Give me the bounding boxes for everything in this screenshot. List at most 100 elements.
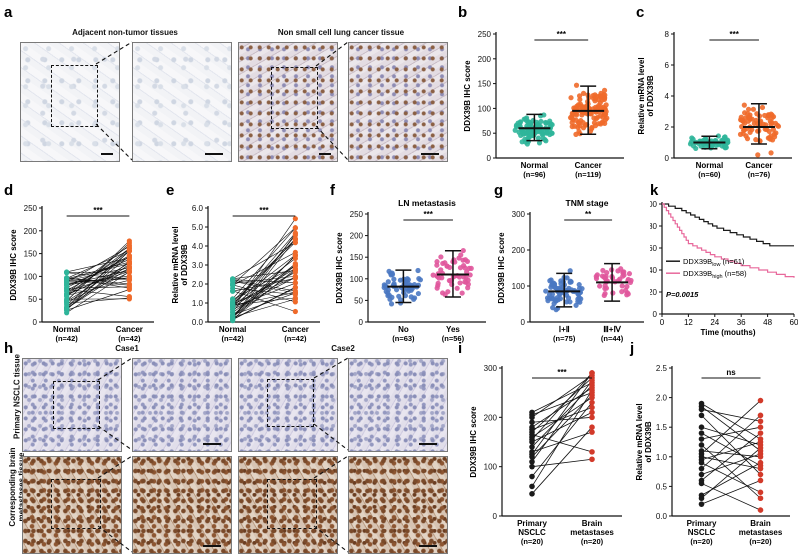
data-point: [567, 279, 573, 285]
pair-line: [531, 375, 593, 418]
pair-line: [701, 456, 761, 470]
data-point: [757, 436, 764, 442]
y-axis-title: Relative mRNA level: [635, 403, 644, 480]
significance-label: ns: [726, 368, 736, 377]
pair-line: [66, 279, 130, 286]
pair-line: [232, 278, 296, 292]
data-point: [548, 121, 554, 127]
data-point: [698, 501, 705, 507]
x-category-label: Brain: [582, 519, 603, 528]
data-point: [126, 286, 132, 293]
pair-line: [66, 263, 130, 309]
pair-line: [531, 372, 593, 440]
significance-label: ***: [557, 30, 567, 39]
y-tick-label: 0.0: [192, 318, 204, 327]
y-tick-label: 100: [24, 272, 38, 281]
data-point: [385, 293, 391, 299]
data-point: [549, 291, 556, 297]
pair-line: [531, 402, 593, 477]
significance-label: **: [585, 210, 592, 219]
data-point: [698, 471, 705, 478]
pair-line: [701, 426, 761, 440]
data-point: [391, 276, 397, 282]
data-point: [576, 93, 583, 99]
pair-line: [701, 444, 761, 499]
pair-line: [701, 415, 761, 469]
significance-label: ***: [93, 206, 103, 215]
data-point: [529, 409, 535, 416]
data-point: [567, 299, 573, 305]
scale-bar: [419, 443, 437, 445]
connector-line: [95, 123, 133, 161]
data-point: [230, 288, 236, 294]
data-point: [557, 296, 564, 302]
data-point: [698, 465, 705, 472]
data-point: [610, 290, 616, 296]
y-axis-title: Relative mRNA level: [637, 57, 646, 134]
y-tick-label: 100: [650, 200, 658, 209]
connector-line: [95, 41, 133, 65]
pair-line: [232, 270, 296, 280]
x-category-label: Cancer: [575, 161, 602, 170]
data-point: [619, 283, 625, 289]
data-point: [740, 118, 746, 124]
x-category-label: Normal: [696, 161, 724, 170]
data-point: [601, 87, 608, 93]
data-point: [767, 136, 773, 142]
data-point: [626, 271, 633, 277]
data-point: [529, 449, 535, 455]
caption-case2: Case2: [331, 344, 355, 353]
x-axis-title: Time (mouths): [701, 328, 756, 337]
pair-line: [701, 462, 761, 493]
data-point: [465, 285, 471, 291]
y-tick-label: 0: [493, 512, 498, 521]
data-point: [573, 117, 579, 123]
pair-line: [232, 252, 296, 286]
x-category-n: (n=42): [284, 334, 307, 343]
x-category-label: Brain: [750, 519, 771, 528]
pair-line: [531, 394, 593, 458]
data-point: [292, 285, 298, 291]
data-point: [529, 483, 535, 490]
y-tick-label: 200: [24, 227, 38, 236]
y-tick-label: 0: [487, 154, 492, 163]
x-category-label: No: [398, 325, 409, 334]
data-point: [702, 135, 709, 142]
data-point: [442, 260, 448, 266]
x-category-label: Normal: [53, 325, 81, 334]
connector-line: [313, 357, 349, 379]
significance-label: ***: [424, 210, 434, 219]
data-point: [698, 492, 705, 499]
x-category-n: (n=56): [442, 334, 465, 343]
y-tick-label: 1.5: [656, 423, 668, 432]
data-point: [589, 424, 595, 430]
data-point: [386, 268, 392, 274]
y-tick-label: 200: [512, 246, 526, 255]
pair-line: [531, 389, 593, 487]
pair-line: [531, 377, 593, 433]
scale-bar: [203, 545, 221, 547]
pair-line: [701, 462, 761, 496]
y-tick-label: 50: [482, 129, 491, 138]
data-point: [415, 267, 421, 274]
data-point: [536, 123, 542, 129]
y-axis-title: DDX39B IHC score: [469, 406, 478, 478]
data-point: [602, 117, 609, 123]
data-point: [292, 290, 298, 296]
pair-line: [701, 450, 761, 458]
pair-line: [66, 272, 130, 303]
data-point: [528, 133, 534, 139]
connector-line: [97, 425, 133, 451]
data-point: [454, 285, 460, 291]
data-point: [572, 123, 578, 129]
data-point: [757, 495, 764, 502]
micrograph-case1-brain-overview: [22, 456, 122, 554]
legend-label: DDX39Blow (n=61): [683, 257, 745, 268]
pair-line: [232, 268, 296, 308]
data-point: [462, 257, 469, 263]
data-point: [459, 290, 465, 296]
chart-k-survival: 020406080100Overall survivalprobability0…: [650, 200, 798, 337]
data-point: [598, 121, 604, 127]
x-category-n: (n=42): [221, 334, 244, 343]
